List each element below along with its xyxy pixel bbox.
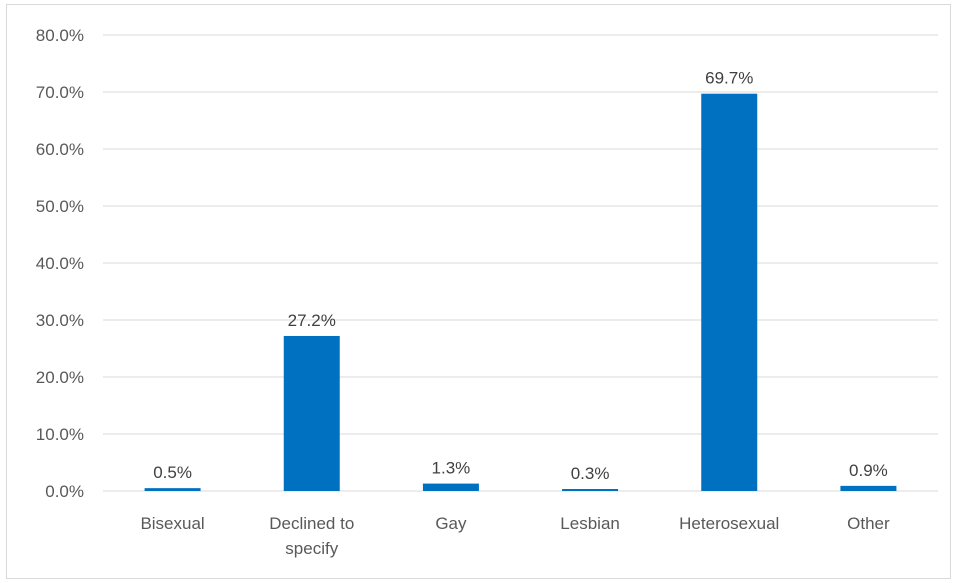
data-label: 0.5% xyxy=(153,463,192,482)
y-axis-tick-labels: 0.0% 10.0% 20.0% 30.0% 40.0% 50.0% 60.0% 70.0% 8… xyxy=(36,26,84,501)
data-labels: 0.5% 27.2% 1.3% 0.3% 69.7% 0.9% xyxy=(153,69,888,483)
y-tick-label: 10.0% xyxy=(36,425,84,444)
category-label: Heterosexual xyxy=(679,514,779,533)
bar xyxy=(144,488,201,491)
category-label: Gay xyxy=(435,514,467,533)
y-tick-label: 30.0% xyxy=(36,311,84,330)
y-tick-label: 60.0% xyxy=(36,140,84,159)
chart-frame xyxy=(6,4,951,579)
bar xyxy=(562,489,619,491)
data-label: 69.7% xyxy=(705,69,753,88)
data-label: 0.9% xyxy=(849,461,888,480)
category-label: Bisexual xyxy=(140,514,204,533)
bar xyxy=(283,335,340,491)
category-label: Declined to xyxy=(269,514,354,533)
y-tick-label: 40.0% xyxy=(36,254,84,273)
category-label: Lesbian xyxy=(560,514,620,533)
y-tick-label: 20.0% xyxy=(36,368,84,387)
y-tick-label: 70.0% xyxy=(36,83,84,102)
category-label: Other xyxy=(847,514,890,533)
bar xyxy=(701,93,758,492)
x-axis-category-labels: Bisexual Declined to specify Gay Lesbian Hete… xyxy=(140,514,890,558)
y-tick-label: 80.0% xyxy=(36,26,84,45)
data-label: 0.3% xyxy=(571,464,610,483)
category-label: specify xyxy=(285,539,338,558)
y-tick-label: 50.0% xyxy=(36,197,84,216)
gridlines xyxy=(103,34,938,492)
data-label: 27.2% xyxy=(288,311,336,330)
bar xyxy=(422,483,479,491)
bars xyxy=(144,93,897,492)
bar xyxy=(840,485,897,491)
data-label: 1.3% xyxy=(432,459,471,478)
y-tick-label: 0.0% xyxy=(45,482,84,501)
